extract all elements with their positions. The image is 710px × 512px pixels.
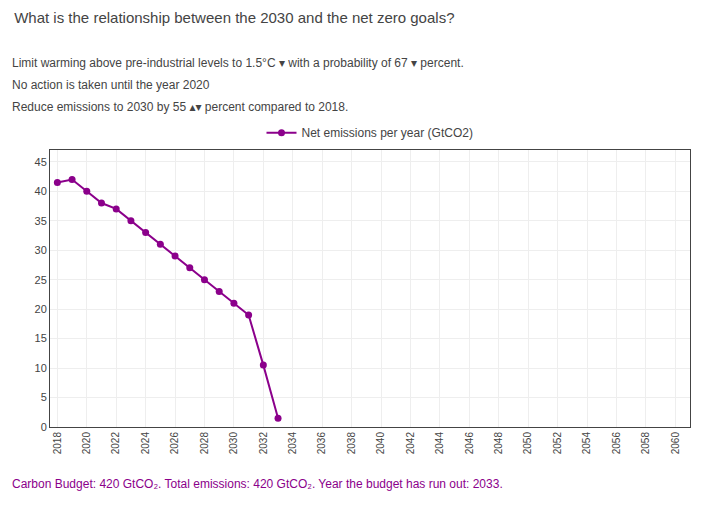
svg-text:2048: 2048 (493, 432, 504, 455)
svg-text:2040: 2040 (375, 432, 386, 455)
svg-text:2046: 2046 (464, 432, 475, 455)
svg-text:2042: 2042 (405, 432, 416, 455)
svg-text:25: 25 (35, 274, 47, 286)
svg-text:5: 5 (41, 391, 47, 403)
svg-text:What is the relationship betwe: What is the relationship between the 203… (14, 9, 454, 26)
svg-text:2054: 2054 (581, 432, 592, 455)
svg-text:30: 30 (35, 244, 47, 256)
svg-text:2032: 2032 (258, 432, 269, 455)
svg-text:2056: 2056 (611, 432, 622, 455)
svg-text:2020: 2020 (81, 432, 92, 455)
svg-text:2030: 2030 (228, 432, 239, 455)
svg-text:35: 35 (35, 215, 47, 227)
svg-text:2024: 2024 (140, 432, 151, 455)
svg-text:2038: 2038 (346, 432, 357, 455)
svg-text:Net emissions per year (GtCO2): Net emissions per year (GtCO2) (302, 126, 473, 140)
svg-text:10: 10 (35, 362, 47, 374)
svg-text:2044: 2044 (434, 432, 445, 455)
svg-text:45: 45 (35, 156, 47, 168)
svg-text:0: 0 (41, 421, 47, 433)
svg-text:Reduce emissions to 2030 by 55: Reduce emissions to 2030 by 55 ▴▾ percen… (12, 100, 348, 114)
svg-text:2028: 2028 (199, 432, 210, 455)
svg-text:20: 20 (35, 303, 47, 315)
svg-text:2018: 2018 (52, 432, 63, 455)
svg-text:2050: 2050 (522, 432, 533, 455)
svg-text:15: 15 (35, 332, 47, 344)
svg-text:2036: 2036 (316, 432, 327, 455)
svg-text:2034: 2034 (287, 432, 298, 455)
svg-text:2058: 2058 (640, 432, 651, 455)
svg-text:Limit warming above pre-indust: Limit warming above pre-industrial level… (12, 56, 464, 70)
svg-text:Carbon Budget: 420 GtCO₂. Tota: Carbon Budget: 420 GtCO₂. Total emission… (12, 477, 503, 491)
svg-text:No action is taken until the y: No action is taken until the year 2020 (12, 78, 210, 92)
svg-text:2022: 2022 (110, 432, 121, 455)
svg-text:40: 40 (35, 185, 47, 197)
svg-text:2026: 2026 (169, 432, 180, 455)
svg-text:2060: 2060 (670, 432, 681, 455)
svg-text:2052: 2052 (552, 432, 563, 455)
